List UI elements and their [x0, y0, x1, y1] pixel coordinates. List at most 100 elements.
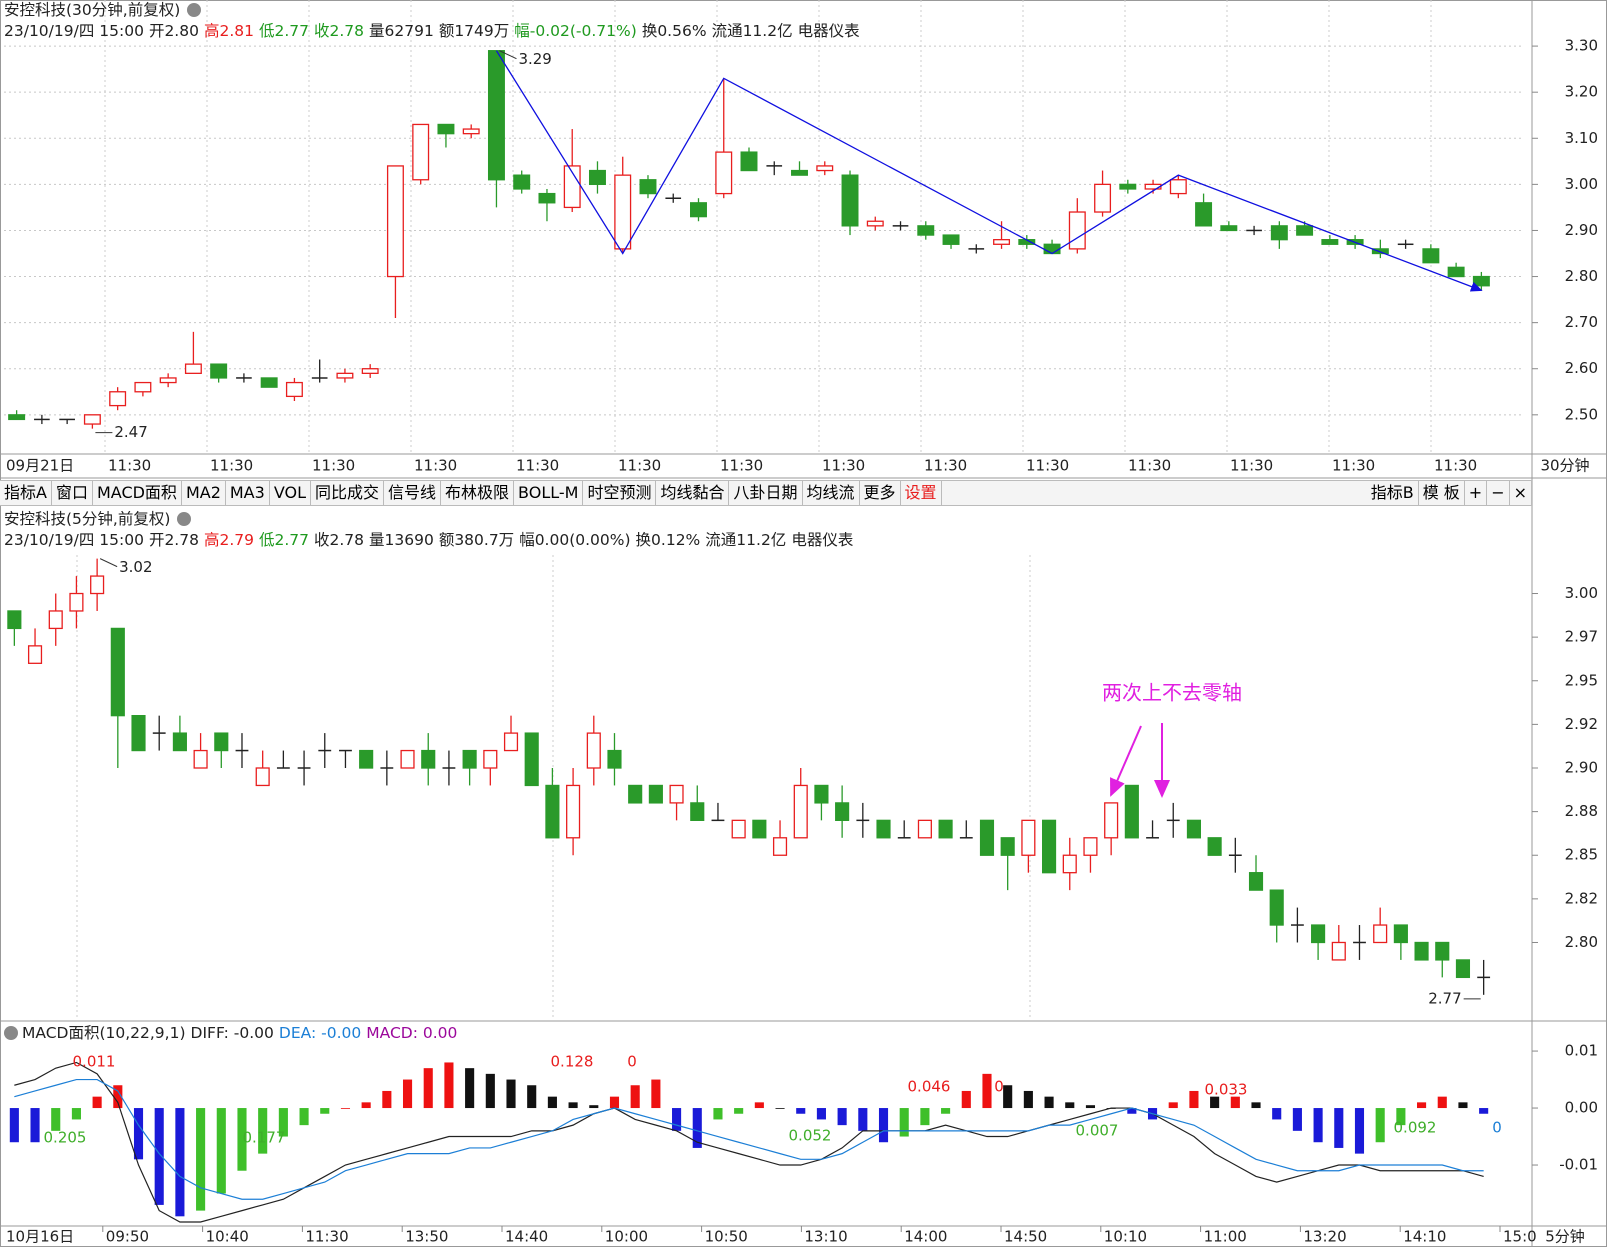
candle-body	[412, 123, 430, 181]
macd-bar	[465, 1068, 475, 1109]
candle-body	[1062, 854, 1077, 874]
macd-bar	[340, 1108, 351, 1109]
toolbar-tab[interactable]: VOL	[270, 481, 311, 505]
toolbar-button[interactable]: 指标B	[1367, 481, 1419, 505]
candle-body	[614, 174, 632, 250]
toolbar-tab[interactable]: 更多	[860, 481, 901, 505]
title: MACD面积(10,22,9,1)	[22, 1024, 186, 1042]
candle-body	[7, 610, 22, 630]
candle-body	[1220, 225, 1238, 232]
x-tick-label: 11:00	[1204, 1228, 1247, 1246]
candle-body	[131, 715, 146, 752]
macd-bar	[216, 1108, 226, 1194]
candle-body	[193, 749, 208, 769]
candle-body	[841, 174, 859, 227]
toolbar-tab[interactable]: BOLL-M	[514, 481, 584, 505]
menu-icon[interactable]	[187, 3, 202, 17]
marker-arrow	[99, 558, 118, 568]
toolbar-tab[interactable]: MA3	[226, 481, 270, 505]
quote-field: 收2.78	[313, 531, 364, 549]
toolbar-button[interactable]: +	[1465, 481, 1488, 505]
candle-body	[669, 784, 684, 804]
y-tick-label: 3.10	[1565, 129, 1598, 147]
candle-body	[210, 363, 228, 379]
toolbar-tab[interactable]: 信号线	[384, 481, 442, 505]
candle-body	[1472, 275, 1490, 287]
macd-bar	[506, 1079, 516, 1109]
x-tick-label: 13:10	[804, 1228, 847, 1246]
macd-bar	[423, 1068, 433, 1109]
area-label: 0.011	[73, 1053, 116, 1071]
x-tick-label: 13:20	[1303, 1228, 1346, 1246]
diff-value: DIFF: -0.00	[190, 1024, 274, 1042]
quote-field: 开2.80	[148, 22, 199, 40]
candle-body	[1068, 211, 1086, 250]
x-tick-label: 10:50	[705, 1228, 748, 1246]
toolbar-tab[interactable]: 均线黏合	[656, 481, 730, 505]
x-tick-label: 11:30	[414, 457, 457, 475]
candle-body	[772, 837, 788, 856]
macd-bar	[651, 1079, 661, 1109]
toolbar-tab[interactable]: MACD面积	[93, 481, 182, 505]
high-label: 3.02	[119, 558, 152, 576]
quote-field: 换0.12%	[635, 531, 701, 549]
macd-bar	[816, 1108, 826, 1120]
candle-body	[421, 749, 436, 769]
toolbar-tab[interactable]: 设置	[901, 481, 942, 505]
toolbar-tab[interactable]: MA2	[182, 481, 226, 505]
quote-field: 电器仪表	[797, 22, 860, 40]
quote-field: 高2.81	[203, 22, 254, 40]
toolbar-button[interactable]: ×	[1510, 481, 1532, 505]
toolbar-button[interactable]: 模 板	[1419, 481, 1465, 505]
macd-bar	[175, 1108, 185, 1217]
macd-bar	[878, 1108, 889, 1143]
candle-body	[400, 749, 415, 769]
macd-bar	[1230, 1096, 1240, 1109]
candle-body	[942, 234, 960, 245]
y-tick-label: 3.00	[1565, 175, 1598, 193]
title: 安控科技(5分钟,前复权)	[4, 510, 171, 528]
y-tick-label: 2.97	[1565, 628, 1598, 646]
candle-body	[184, 363, 202, 374]
macd-line	[14, 1061, 1484, 1223]
macd-bar	[858, 1108, 868, 1131]
candle-body	[917, 225, 935, 236]
candle-body	[462, 128, 480, 135]
quote-field: 额1749万	[438, 22, 510, 40]
chart-header: 安控科技(5分钟,前复权)	[4, 509, 196, 529]
candle-body	[1094, 183, 1112, 213]
menu-icon[interactable]	[177, 512, 192, 526]
macd-bar	[982, 1073, 992, 1109]
toolbar-tab[interactable]: 八卦日期	[729, 481, 803, 505]
macd-bar	[1479, 1108, 1489, 1114]
candle-body	[361, 368, 379, 374]
toolbar-button[interactable]: −	[1487, 481, 1510, 505]
macd-bar	[1251, 1102, 1261, 1109]
candle-body	[1447, 266, 1465, 278]
toolbar-tab[interactable]: 均线流	[803, 481, 860, 505]
macd-bar	[402, 1079, 413, 1109]
menu-icon[interactable]	[4, 1026, 18, 1040]
candle-body	[607, 749, 622, 769]
y-tick-label: -0.01	[1559, 1156, 1598, 1174]
candle-body	[1371, 248, 1389, 255]
toolbar-tab[interactable]: 同比成交	[311, 481, 384, 505]
quote-field: 23/10/19/四 15:00	[4, 531, 144, 549]
indicator-header: MACD面积(10,22,9,1) DIFF: -0.00 DEA: -0.00 MA…	[4, 1023, 462, 1043]
macd-bar	[547, 1096, 557, 1109]
x-tick-label: 11:30	[720, 457, 763, 475]
candle-body	[1104, 802, 1119, 839]
toolbar-tab[interactable]: 布林极限	[441, 481, 515, 505]
toolbar-tab[interactable]: 窗口	[52, 481, 93, 505]
macd-bar	[1189, 1090, 1199, 1109]
y-tick-label: 2.70	[1565, 313, 1598, 331]
x-tick-label: 11:30	[1434, 457, 1477, 475]
candle-body	[752, 819, 767, 839]
toolbar-tab[interactable]: 时空预测	[583, 481, 657, 505]
toolbar-tab[interactable]: 指标A	[0, 481, 52, 505]
macd-bar	[299, 1108, 309, 1126]
y-tick-label: 2.60	[1565, 359, 1598, 377]
candle-body	[285, 381, 303, 398]
candle-body	[1195, 202, 1213, 227]
candle-body	[1186, 819, 1201, 839]
